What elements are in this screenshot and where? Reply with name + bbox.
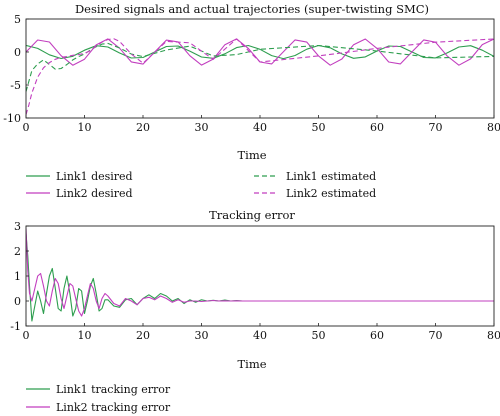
top-chart-xlabel: Time xyxy=(237,148,266,162)
bottom-xtick-label: 0 xyxy=(23,329,30,342)
bottom-series-link2-tracking-error xyxy=(26,228,494,317)
bottom-ytick-label: 0 xyxy=(14,295,21,308)
top-xtick-label: 30 xyxy=(195,121,209,134)
bottom-xtick-label: 70 xyxy=(429,329,443,342)
top-ytick-label: -10 xyxy=(3,112,21,125)
top-series-link2-estimated xyxy=(26,38,494,115)
top-xtick-label: 60 xyxy=(370,121,384,134)
top-xtick-label: 0 xyxy=(23,121,30,134)
top-ytick-label: 0 xyxy=(14,46,21,59)
top-xtick-label: 70 xyxy=(429,121,443,134)
top-chart-title: Desired signals and actual trajectories … xyxy=(75,2,429,16)
top-xtick-label: 20 xyxy=(136,121,150,134)
bottom-ytick-label: 3 xyxy=(14,220,21,233)
bottom-ytick-label: -1 xyxy=(10,320,21,333)
bottom-ytick-label: 1 xyxy=(14,270,21,283)
bottom-ytick-label: 2 xyxy=(14,245,21,258)
bottom-xtick-label: 10 xyxy=(78,329,92,342)
top-series-link1-estimated xyxy=(26,42,494,92)
top-xtick-label: 10 xyxy=(78,121,92,134)
top-series-link1-desired xyxy=(26,44,494,60)
bottom-axes-frame xyxy=(25,225,495,327)
top-xtick-label: 80 xyxy=(487,121,500,134)
bottom-xtick-label: 30 xyxy=(195,329,209,342)
top-plot-area xyxy=(26,38,494,115)
legend-label-link2-desired: Link2 desired xyxy=(56,187,133,200)
legend-label-link2-tracking-error: Link2 tracking error xyxy=(56,401,171,414)
legend-label-link1-desired: Link1 desired xyxy=(56,170,133,183)
bottom-series-link1-tracking-error xyxy=(26,233,494,322)
top-ytick-label: 5 xyxy=(14,13,21,26)
bottom-xtick-label: 50 xyxy=(312,329,326,342)
bottom-chart-legend: Link1 tracking error Link2 tracking erro… xyxy=(26,383,171,414)
top-xtick-label: 50 xyxy=(312,121,326,134)
bottom-chart-xlabel: Time xyxy=(237,357,266,371)
bottom-xtick-label: 40 xyxy=(253,329,267,342)
top-xtick-label: 40 xyxy=(253,121,267,134)
bottom-xtick-label: 60 xyxy=(370,329,384,342)
legend-label-link1-estimated: Link1 estimated xyxy=(286,170,376,183)
legend-label-link1-tracking-error: Link1 tracking error xyxy=(56,383,171,396)
legend-label-link2-estimated: Link2 estimated xyxy=(286,187,376,200)
top-axes-frame xyxy=(25,18,495,119)
bottom-chart-title: Tracking error xyxy=(209,208,295,222)
bottom-plot-area xyxy=(26,228,494,322)
bottom-xtick-label: 20 xyxy=(136,329,150,342)
top-chart-legend: Link1 desired Link2 desired Link1 estima… xyxy=(26,170,376,200)
top-ytick-label: -5 xyxy=(10,79,21,92)
bottom-xtick-label: 80 xyxy=(487,329,500,342)
